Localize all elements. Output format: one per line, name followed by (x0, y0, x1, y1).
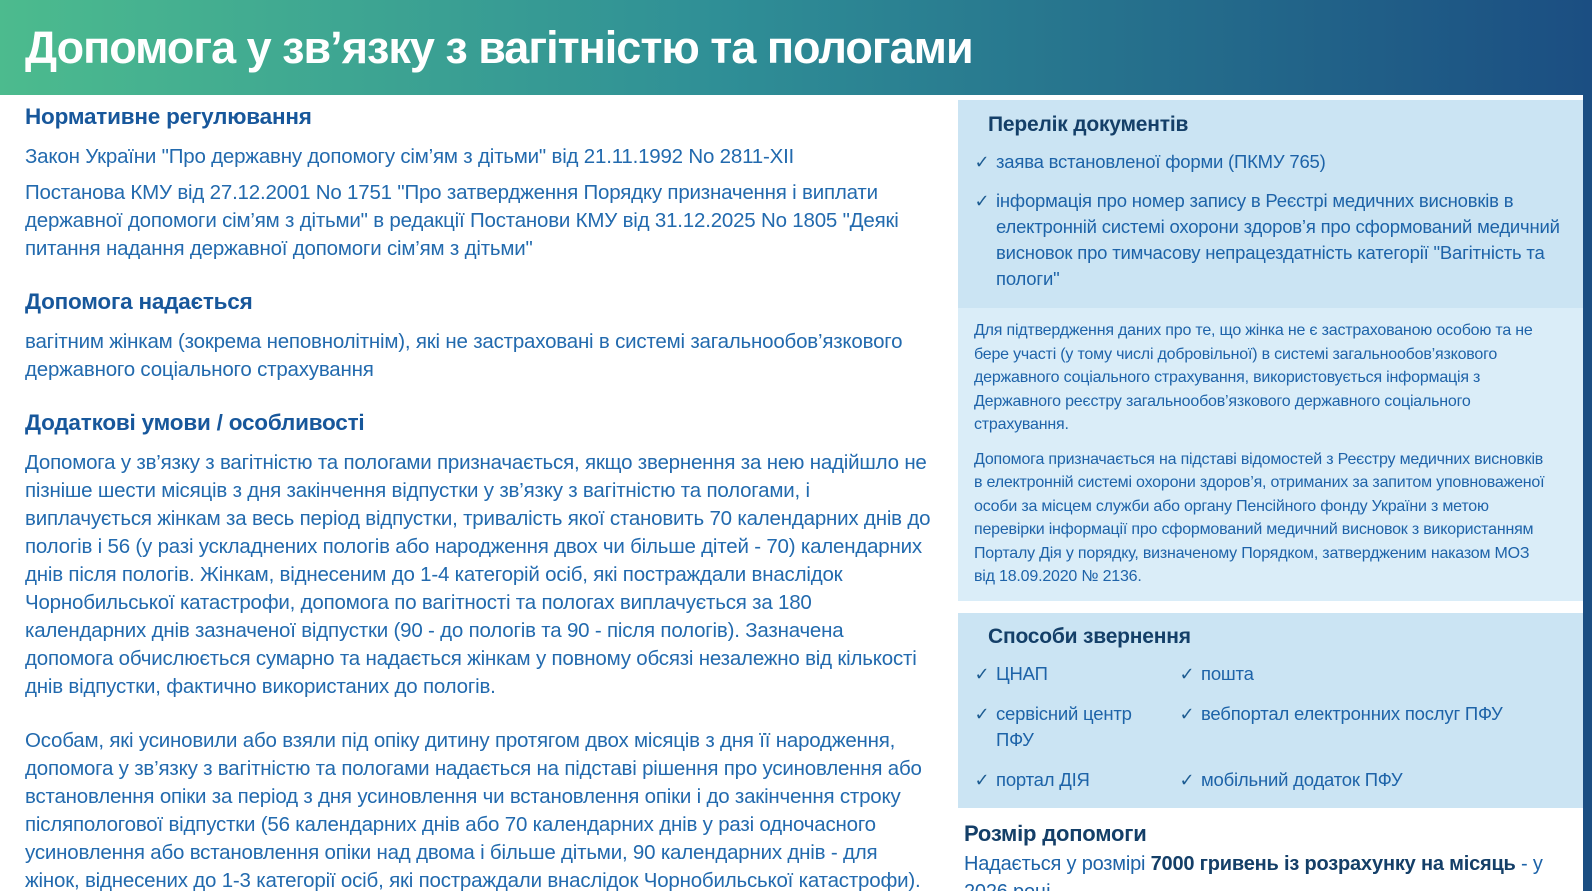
documents-heading: Перелік документів (988, 113, 1189, 136)
conditions-paragraph-1: Допомога у зв’язку з вагітністю та полог… (25, 451, 931, 698)
section-heading: Допомога надається (25, 289, 253, 314)
apply-method-label: сервісний центр ПФУ (996, 702, 1132, 750)
left-column: Нормативне регулювання Закон України "Пр… (0, 95, 958, 891)
check-icon: ✓ (974, 152, 990, 172)
document-item-label: заява встановленої форми (ПКМУ 765) (996, 151, 1326, 172)
document-item: ✓ заява встановленої форми (ПКМУ 765) (968, 149, 1569, 175)
law-reference-1: Закон України "Про державну допомогу сім… (25, 145, 795, 168)
right-edge-stripe (1583, 95, 1592, 891)
documents-box: Перелік документів ✓ заява встановленої … (958, 100, 1583, 308)
apply-method-label: вебпортал електронних послуг ПФУ (1201, 702, 1503, 724)
notes-paragraph-1: Для підтвердження даних про те, що жінка… (974, 322, 1533, 433)
page-title: Допомога у зв’язку з вагітністю та полог… (25, 21, 974, 73)
apply-method-item: ✓ портал ДІЯ (968, 767, 1173, 793)
right-column: Перелік документів ✓ заява встановленої … (958, 95, 1583, 891)
benefit-amount-heading: Розмір допомоги (964, 820, 1147, 846)
header-banner: Допомога у зв’язку з вагітністю та полог… (0, 0, 1592, 95)
apply-method-label: пошта (1201, 662, 1254, 684)
check-icon: ✓ (1179, 663, 1195, 684)
document-item-label: інформація про номер запису в Реєстрі ме… (996, 190, 1560, 289)
notes-panel: Для підтвердження даних про те, що жінка… (958, 308, 1583, 601)
benefit-granted-text: вагітним жінкам (зокрема неповнолітнім),… (25, 330, 903, 381)
content-area: Нормативне регулювання Закон України "Пр… (0, 95, 1592, 891)
apply-method-item: ✓ ЦНАП (968, 661, 1173, 687)
conditions-paragraph-2: Особам, які усиновили або взяли під опік… (25, 729, 922, 891)
notes-paragraph-2: Допомога призначається на підставі відом… (974, 450, 1545, 586)
section-additional-conditions: Додаткові умови / особливості Допомога у… (25, 410, 934, 891)
amount-value: 7000 гривень із розрахунку на місяць (1150, 852, 1516, 875)
law-reference-2: Постанова КМУ від 27.12.2001 No 1751 "Пр… (25, 181, 899, 260)
section-normative-regulation: Нормативне регулювання Закон України "Пр… (25, 104, 934, 263)
section-benefit-granted-to: Допомога надається вагітним жінкам (зокр… (25, 289, 934, 384)
apply-method-label: портал ДІЯ (996, 768, 1090, 790)
apply-method-item: ✓ мобільний додаток ПФУ (1173, 767, 1573, 793)
check-icon: ✓ (974, 769, 990, 790)
apply-method-label: ЦНАП (996, 662, 1048, 684)
apply-method-item: ✓ вебпортал електронних послуг ПФУ (1173, 701, 1573, 753)
apply-methods-grid: ✓ ЦНАП ✓ пошта ✓ сервісний центр ПФУ ✓ в… (968, 661, 1573, 793)
section-heading: Додаткові умови / особливості (25, 410, 365, 435)
check-icon: ✓ (1179, 769, 1195, 790)
apply-method-label: мобільний додаток ПФУ (1201, 768, 1403, 790)
apply-method-item: ✓ сервісний центр ПФУ (968, 701, 1173, 753)
benefit-amount-section: Розмір допомоги Надається у розмірі 7000… (958, 808, 1583, 891)
check-icon: ✓ (974, 703, 990, 724)
apply-methods-heading: Способи звернення (988, 624, 1191, 648)
check-icon: ✓ (974, 191, 990, 211)
amount-prefix: Надається у розмірі (964, 852, 1151, 875)
apply-method-item: ✓ пошта (1173, 661, 1573, 687)
amount-suffix: - у 2026 році. (964, 852, 1543, 891)
document-item: ✓ інформація про номер запису в Реєстрі … (968, 188, 1569, 292)
section-heading: Нормативне регулювання (25, 104, 312, 129)
benefit-amount-text: Надається у розмірі 7000 гривень із розр… (964, 850, 1565, 891)
apply-methods-box: Способи звернення ✓ ЦНАП ✓ пошта ✓ серві… (958, 612, 1583, 808)
check-icon: ✓ (1179, 703, 1195, 724)
check-icon: ✓ (974, 663, 990, 684)
